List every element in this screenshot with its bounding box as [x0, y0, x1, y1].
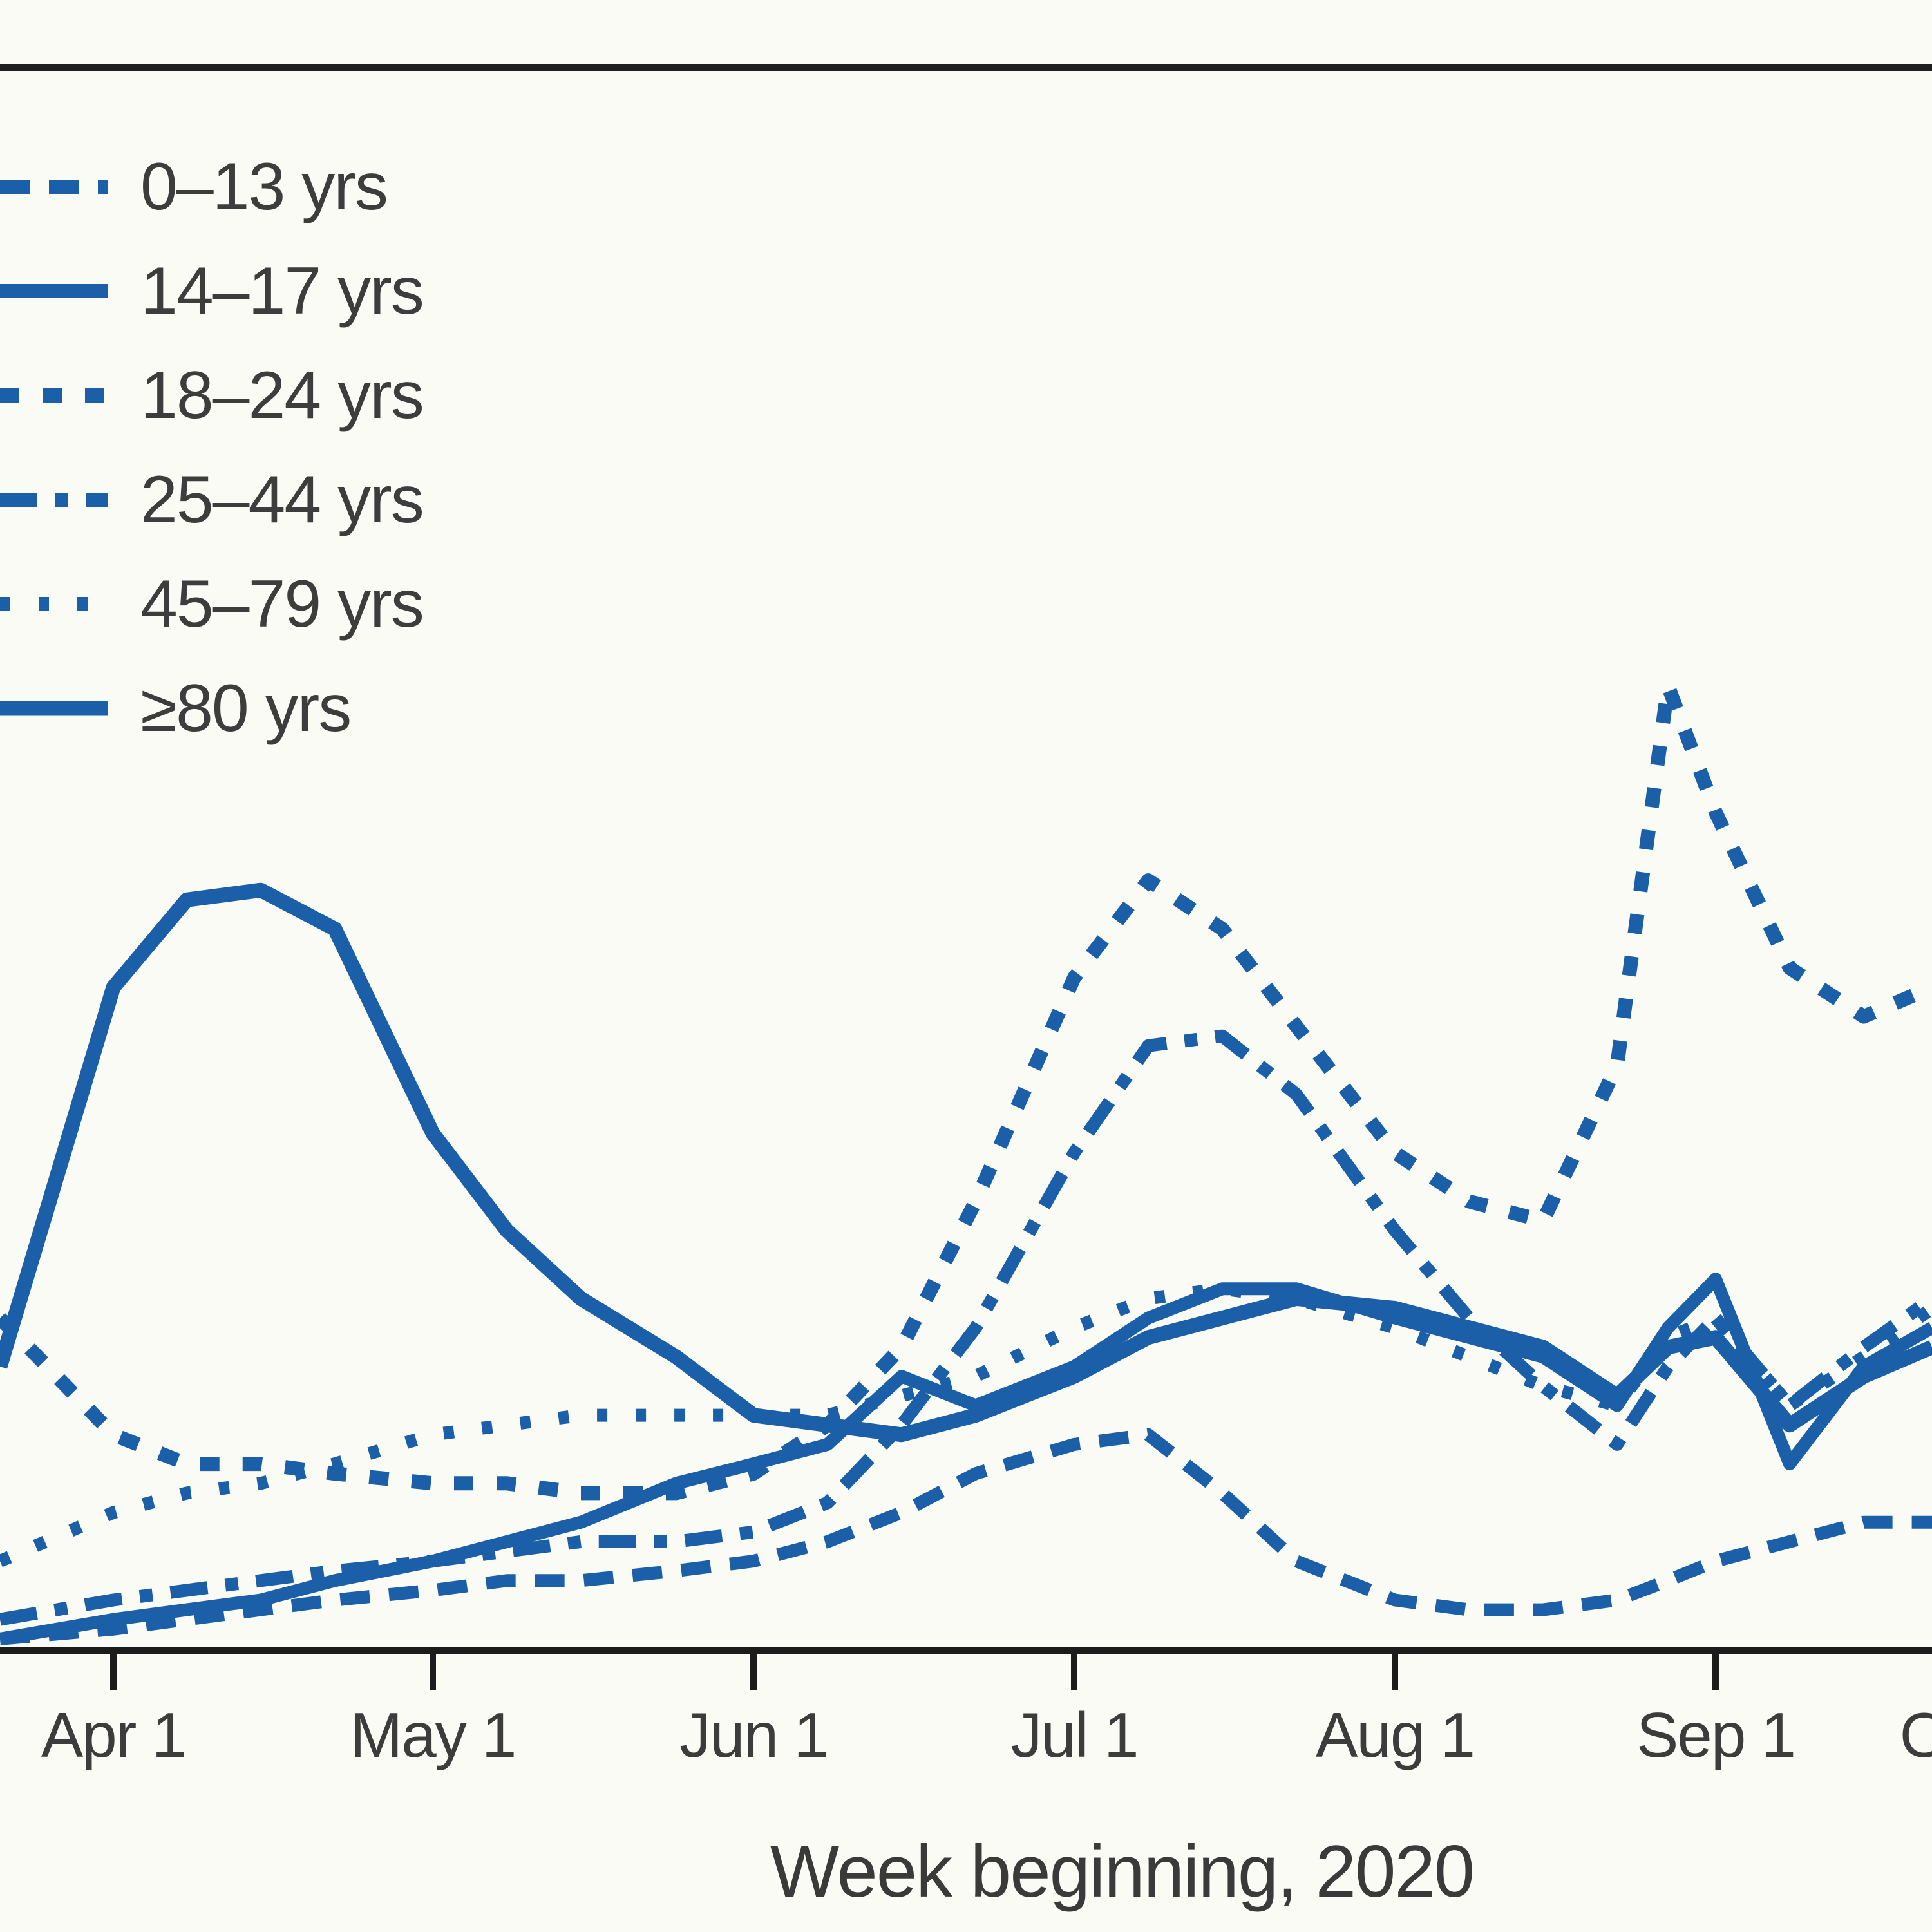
legend-line-swatch: [0, 284, 108, 298]
figure-top-rule: [0, 64, 1932, 71]
legend-item: 14–17 yrs: [0, 254, 424, 328]
legend-item: 45–79 yrs: [0, 567, 424, 641]
series-line-14-17-yrs: [0, 1273, 1932, 1645]
legend-item: 0–13 yrs: [0, 149, 388, 224]
x-tick-label: Oct 1: [1899, 1700, 1932, 1770]
legend-label: 0–13 yrs: [140, 149, 388, 224]
legend-label: 18–24 yrs: [140, 358, 424, 433]
legend-line-swatch: [0, 597, 108, 611]
x-tick-label: Jul 1: [1010, 1700, 1139, 1770]
legend-label: 14–17 yrs: [140, 254, 424, 328]
legend-item: 25–44 yrs: [0, 462, 424, 537]
legend-line-swatch: [0, 493, 108, 507]
x-tick-label: Jun 1: [679, 1700, 829, 1770]
x-axis-title: Week beginning, 2020: [770, 1831, 1475, 1913]
legend-label: 25–44 yrs: [140, 462, 424, 537]
series-line--80-yrs: [0, 882, 1932, 1443]
legend-item: 18–24 yrs: [0, 358, 424, 433]
x-tick-label: Apr 1: [41, 1700, 187, 1770]
legend-label: ≥80 yrs: [140, 671, 352, 746]
series-line-0-13-yrs: [0, 1428, 1932, 1645]
series-line-25-44-yrs: [0, 1029, 1932, 1626]
series-line-18-24-yrs: [0, 679, 1932, 1501]
legend-line-swatch: [0, 180, 108, 194]
x-tick-label: Sep 1: [1636, 1700, 1796, 1770]
x-tick-label: May 1: [350, 1700, 517, 1770]
x-tick-label: Aug 1: [1315, 1700, 1475, 1770]
legend-line-swatch: [0, 701, 108, 716]
legend-label: 45–79 yrs: [140, 567, 424, 641]
legend-item: ≥80 yrs: [0, 671, 352, 746]
legend-line-swatch: [0, 388, 108, 402]
